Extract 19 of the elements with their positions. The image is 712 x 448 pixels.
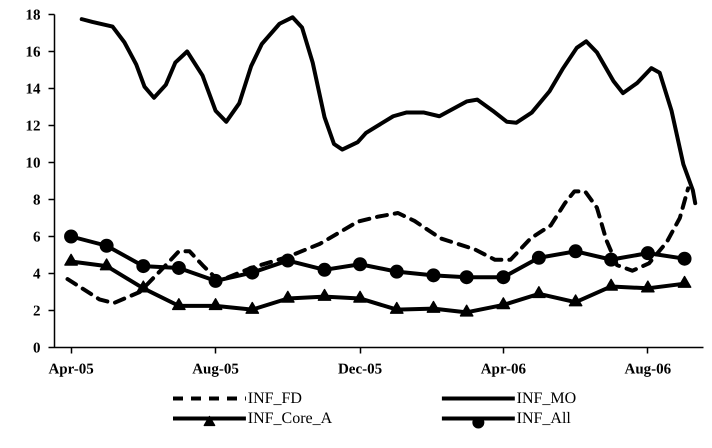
y-tick-label: 6: [33, 230, 41, 246]
y-tick-label: 10: [26, 156, 40, 172]
x-tick-label: Aug-05: [192, 362, 239, 378]
y-tick-label: 0: [33, 340, 40, 356]
y-tick-label: 14: [26, 82, 41, 98]
legend-label: INF_Core_A: [248, 410, 333, 427]
legend-label: INF_FD: [248, 390, 302, 407]
y-tick-label: 8: [33, 192, 40, 208]
y-tick-label: 2: [33, 304, 40, 320]
y-tick-label: 18: [26, 8, 40, 24]
y-tick-label: 16: [26, 44, 41, 60]
legend-label: INF_MO: [516, 390, 576, 407]
x-tick-label: Apr-05: [48, 362, 94, 378]
legend-label: INF_All: [516, 410, 572, 427]
y-tick-label: 4: [33, 266, 41, 282]
x-tick-label: Apr-06: [480, 362, 526, 378]
x-tick-label: Dec-05: [338, 362, 382, 378]
y-tick-label: 12: [26, 118, 40, 134]
x-tick-label: Aug-06: [624, 362, 672, 378]
